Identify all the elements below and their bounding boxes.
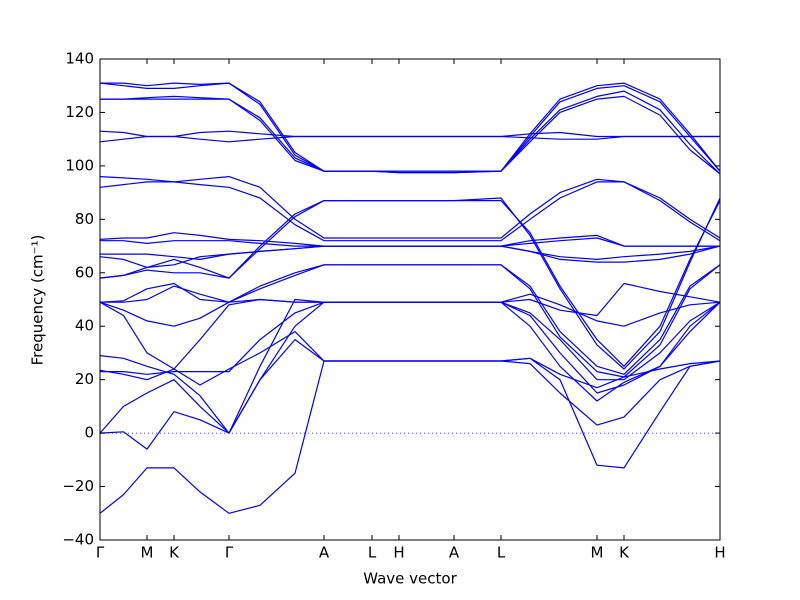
band-line: [99, 282, 721, 370]
y-axis-label: Frequency (cm⁻¹): [29, 235, 47, 366]
band-line: [99, 331, 721, 389]
band-line: [99, 176, 721, 239]
band-line: [99, 82, 721, 172]
band-line: [100, 90, 721, 175]
plot-frame: [99, 58, 721, 541]
x-tick-label: A: [319, 544, 330, 562]
band-line: [99, 130, 720, 138]
y-tick-label: 120: [65, 103, 94, 121]
band-line: [99, 264, 721, 375]
band-line: [99, 200, 721, 367]
x-tick-label: M: [141, 544, 154, 562]
band-line: [100, 237, 720, 247]
y-tick-label: 100: [65, 156, 94, 174]
y-tick-label: 40: [75, 317, 94, 335]
y-tick-label: 140: [65, 50, 94, 68]
band-line: [99, 293, 721, 327]
x-tick-label: H: [393, 544, 404, 562]
band-line: [99, 181, 721, 242]
y-tick-label: 60: [75, 263, 94, 281]
x-tick-label: Γ: [96, 544, 105, 562]
y-tick-label: 80: [75, 210, 94, 228]
y-tick-label: −20: [62, 477, 94, 495]
band-line: [99, 245, 721, 268]
band-line: [99, 357, 721, 514]
x-axis-label: Wave vector: [363, 570, 457, 588]
y-tick-label: 20: [75, 370, 94, 388]
band-line: [100, 82, 721, 172]
x-tick-label: H: [714, 544, 725, 562]
x-tick-label: K: [169, 544, 180, 562]
band-line: [99, 339, 721, 450]
band-line: [99, 298, 721, 434]
x-tick-label: A: [449, 544, 460, 562]
x-tick-label: L: [368, 544, 377, 562]
x-tick-label: L: [497, 544, 506, 562]
band-line: [100, 264, 721, 378]
y-tick-label: −40: [62, 531, 94, 549]
x-tick-label: M: [591, 544, 604, 562]
band-line: [100, 95, 721, 175]
band-line: [99, 197, 721, 370]
x-tick-label: Γ: [225, 544, 234, 562]
band-line: [100, 245, 721, 260]
y-tick-label: 0: [84, 424, 94, 442]
band-line: [99, 135, 720, 143]
band-line: [99, 232, 720, 247]
x-tick-label: K: [619, 544, 630, 562]
